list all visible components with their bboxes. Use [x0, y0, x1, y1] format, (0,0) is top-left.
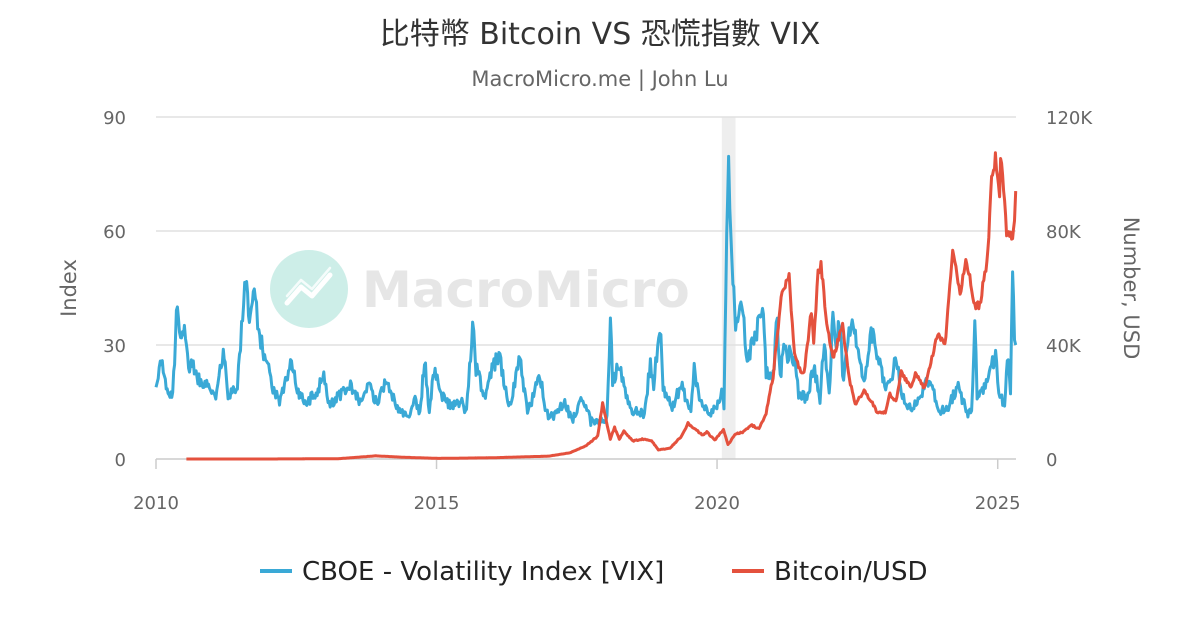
left-axis-label: Index — [57, 259, 81, 317]
y-left-tick-label: 30 — [103, 336, 126, 357]
chart-subtitle: MacroMicro.me | John Lu — [471, 67, 728, 92]
series-layer — [154, 151, 1018, 461]
chart-title: 比特幣 Bitcoin VS 恐慌指數 VIX — [380, 17, 821, 52]
y-left-tick-label: 60 — [103, 222, 126, 243]
y-right-tick-label: 80K — [1046, 222, 1082, 243]
x-tick-label: 2020 — [694, 493, 740, 514]
legend-label-vix[interactable]: CBOE - Volatility Index [VIX] — [302, 557, 664, 587]
watermark-logo-icon — [270, 250, 348, 328]
x-tick-label: 2015 — [414, 493, 460, 514]
y-left-tick-label: 0 — [115, 450, 126, 471]
y-right-tick-label: 0 — [1046, 450, 1057, 471]
x-tick-label: 2010 — [133, 493, 179, 514]
x-axis-ticks: 2010 2015 2020 2025 — [133, 459, 1021, 514]
legend: CBOE - Volatility Index [VIX] Bitcoin/US… — [260, 557, 927, 587]
left-axis-ticks: 0 30 60 90 — [103, 108, 126, 471]
watermark-text: MacroMicro — [362, 261, 690, 319]
y-right-tick-label: 120K — [1046, 108, 1093, 129]
legend-label-btc[interactable]: Bitcoin/USD — [774, 557, 927, 587]
y-left-tick-label: 90 — [103, 108, 126, 129]
watermark: MacroMicro — [270, 250, 690, 328]
x-tick-label: 2025 — [975, 493, 1021, 514]
y-right-tick-label: 40K — [1046, 336, 1082, 357]
series-line-btc — [185, 151, 1018, 461]
right-axis-label: Number, USD — [1119, 217, 1143, 360]
series-line-vix — [154, 154, 1018, 427]
right-axis-ticks: 0 40K 80K 120K — [1046, 108, 1093, 471]
